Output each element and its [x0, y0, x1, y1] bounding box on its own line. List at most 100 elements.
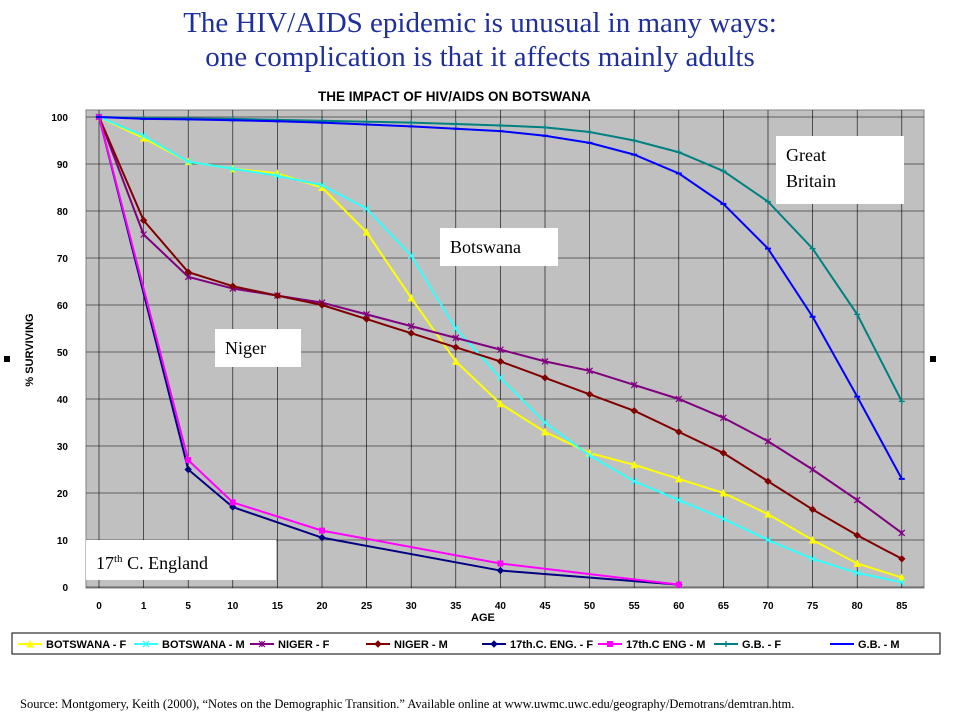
legend-marker-niger-m-shape: [374, 640, 382, 648]
point-g-b-f-18: [898, 398, 905, 405]
point-botswana-f-18: [897, 573, 906, 582]
callout-great-britain-line-2: Britain: [786, 171, 836, 191]
point-niger-m-10: [541, 374, 549, 382]
point-g-b-f-15: [765, 198, 771, 205]
point-niger-m-17: [853, 531, 861, 540]
callout-niger: Niger: [215, 329, 301, 367]
point-17th-c-eng-f-4: [496, 566, 505, 575]
callout-great-britain: Great Britain: [776, 136, 904, 204]
x-tick-label-40: 40: [495, 601, 507, 612]
point-niger-m-4-shape: [273, 291, 282, 300]
bullet-marker-right: [930, 356, 936, 362]
point-niger-f-10: [541, 357, 549, 365]
x-tick-label-60: 60: [673, 601, 685, 612]
point-botswana-m-1: [140, 132, 148, 140]
point-botswana-f-12: [630, 460, 639, 469]
point-botswana-m-10: [541, 419, 549, 426]
point-botswana-m-12-stroke-b: [630, 477, 638, 485]
point-botswana-m-14: [719, 515, 727, 523]
point-botswana-m-17: [853, 569, 861, 577]
x-tick-label-65: 65: [718, 601, 730, 612]
point-botswana-m-6-stroke-b: [363, 205, 371, 213]
y-tick-label-10: 10: [57, 536, 69, 547]
legend-marker-17th-c-eng-m: [607, 641, 613, 647]
point-botswana-m-7: [407, 252, 415, 260]
point-17th-c-eng-m-4-shape: [497, 560, 504, 567]
point-niger-m-1-shape: [139, 216, 148, 225]
callout-botswana: Botswana: [440, 228, 558, 266]
point-botswana-f-15: [764, 510, 772, 518]
point-niger-m-6: [362, 315, 371, 323]
point-g-b-f-14: [720, 168, 727, 175]
x-tick-label-45: 45: [539, 601, 551, 612]
x-tick-label-85: 85: [896, 601, 908, 612]
y-tick-label-0: 0: [62, 583, 68, 594]
series-layer: [95, 112, 906, 589]
point-niger-m-8-shape: [452, 343, 460, 352]
x-tick-label-1: 1: [141, 601, 147, 612]
point-botswana-f-9-shape: [496, 399, 505, 408]
slide-title: The HIV/AIDS epidemic is unusual in many…: [0, 6, 960, 74]
point-niger-m-9: [496, 357, 505, 366]
point-niger-f-12: [630, 381, 638, 389]
point-17th-c-eng-m-5-shape: [675, 581, 682, 588]
point-botswana-m-16-stroke-b: [809, 555, 817, 563]
point-botswana-f-15-shape: [764, 510, 772, 518]
bullet-marker-left: [4, 356, 10, 362]
point-botswana-f-17-shape: [853, 559, 862, 567]
legend-label-17th-c-eng-m: 17th.C ENG - M: [626, 639, 705, 651]
point-niger-m-12: [630, 407, 638, 415]
point-17th-c-eng-f-2: [229, 503, 237, 511]
point-g-b-f-11: [586, 129, 593, 136]
legend-marker-niger-f: [258, 640, 266, 648]
y-tick-label-70: 70: [57, 254, 69, 265]
point-niger-m-15-shape: [764, 477, 772, 485]
legend: BOTSWANA - F BOTSWANA - M NIGER - F NIGER -…: [11, 632, 941, 655]
callout-17th-c-england: 17th C. England: [86, 540, 276, 580]
point-botswana-m-5-stroke-b: [318, 181, 326, 189]
point-botswana-m-15-stroke-b: [764, 536, 772, 544]
point-17th-c-eng-f-4-shape: [496, 566, 505, 575]
point-17th-c-eng-m-2-shape: [229, 499, 236, 506]
point-botswana-m-9-stroke-b: [496, 374, 504, 382]
point-niger-f-1: [140, 231, 148, 238]
x-tick-label-5: 5: [185, 601, 191, 612]
legend-label-17th-c-eng-f: 17th.C. ENG. - F: [510, 639, 593, 651]
point-botswana-f-12-shape: [630, 460, 639, 469]
point-g-b-f-16: [809, 245, 816, 252]
point-g-b-f-13: [675, 149, 682, 156]
point-17th-c-eng-m-3: [319, 527, 325, 534]
point-botswana-f-6: [362, 228, 371, 236]
y-tick-label-50: 50: [57, 348, 69, 359]
point-botswana-m-1-stroke-b: [140, 132, 148, 140]
y-tick-label-100: 100: [51, 113, 68, 124]
point-botswana-m-9: [496, 374, 504, 382]
x-tick-label-55: 55: [629, 601, 641, 612]
point-botswana-m-3-stroke-b: [229, 165, 237, 173]
point-botswana-m-13: [675, 496, 683, 504]
x-tick-label-15: 15: [272, 601, 284, 612]
point-botswana-f-10-shape: [541, 427, 549, 436]
legend-label-g-b-f: G.B. - F: [742, 639, 781, 651]
point-g-b-f-9: [497, 122, 504, 129]
point-g-b-f-12: [631, 137, 638, 144]
point-g-b-f-7: [408, 119, 415, 126]
point-niger-f-8: [452, 334, 460, 342]
callout-england-prefix: 17: [96, 553, 114, 573]
point-botswana-f-7-shape: [407, 293, 416, 302]
point-botswana-f-13-shape: [674, 474, 683, 483]
point-botswana-m-8-stroke-b: [452, 325, 460, 332]
point-niger-m-8: [452, 343, 460, 352]
point-17th-c-eng-f-3-shape: [318, 533, 326, 542]
point-botswana-f-18-shape: [897, 573, 906, 582]
y-tick-label-90: 90: [57, 160, 69, 171]
point-botswana-m-11-stroke-b: [586, 451, 594, 459]
legend-label-botswana-f: BOTSWANA - F: [46, 639, 127, 651]
point-botswana-m-4: [273, 172, 281, 180]
point-botswana-m-5: [318, 181, 326, 189]
point-niger-m-15: [764, 477, 772, 485]
point-botswana-m-2-stroke-b: [184, 158, 192, 166]
point-niger-m-5-shape: [318, 301, 326, 309]
point-17th-c-eng-f-2-shape: [229, 503, 237, 511]
